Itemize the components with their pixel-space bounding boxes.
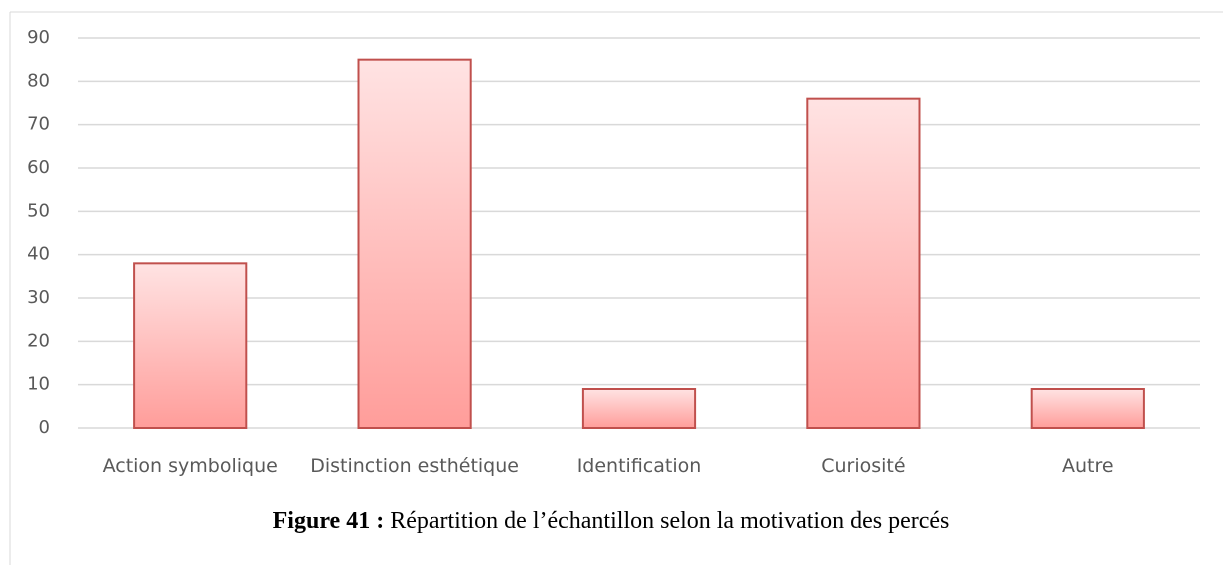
y-tick-label: 30 — [27, 287, 50, 308]
y-tick-label: 70 — [27, 114, 50, 135]
y-tick-label: 0 — [39, 417, 50, 438]
y-tick-label: 60 — [27, 157, 50, 178]
bar — [1030, 388, 1145, 429]
bar — [357, 58, 472, 430]
caption-text: Répartition de l’échantillon selon la mo… — [390, 508, 949, 534]
y-tick-label: 80 — [27, 70, 50, 91]
x-tick-label: Identification — [577, 455, 702, 477]
x-tick-label: Autre — [1062, 455, 1114, 477]
bar — [133, 262, 248, 430]
y-tick-label: 10 — [27, 374, 50, 395]
y-tick-label: 90 — [27, 27, 50, 48]
caption-label: Figure 41 : — [273, 508, 385, 534]
y-tick-label: 50 — [27, 200, 50, 221]
x-tick-label: Curiosité — [821, 455, 905, 477]
x-tick-label: Action symbolique — [103, 455, 278, 477]
x-tick-label: Distinction esthétique — [310, 455, 519, 477]
caption: Figure 41 : Répartition de l’échantillon… — [273, 508, 950, 534]
bar — [581, 388, 697, 429]
y-tick-label: 40 — [27, 244, 50, 265]
bar — [806, 97, 921, 430]
y-tick-label: 20 — [27, 330, 50, 351]
